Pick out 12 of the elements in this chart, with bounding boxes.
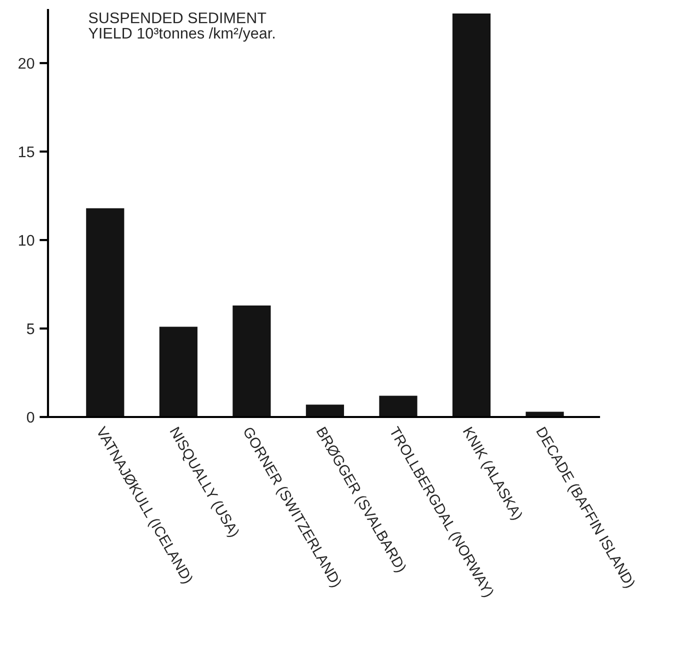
y-tick-label: 5 <box>26 324 34 334</box>
bar <box>306 404 344 417</box>
bar <box>159 326 198 417</box>
y-axis-title: SUSPENDED SEDIMENT YIELD 10³tonnes /km²/year. <box>88 12 274 42</box>
bar <box>379 396 418 417</box>
y-tick-label: 0 <box>26 412 34 423</box>
bar <box>86 208 124 417</box>
bar <box>452 14 491 417</box>
y-tick-label: 15 <box>18 146 34 158</box>
y-tick-label: 10 <box>18 234 34 246</box>
y-tick-label: 20 <box>18 58 34 69</box>
bar <box>232 306 271 417</box>
